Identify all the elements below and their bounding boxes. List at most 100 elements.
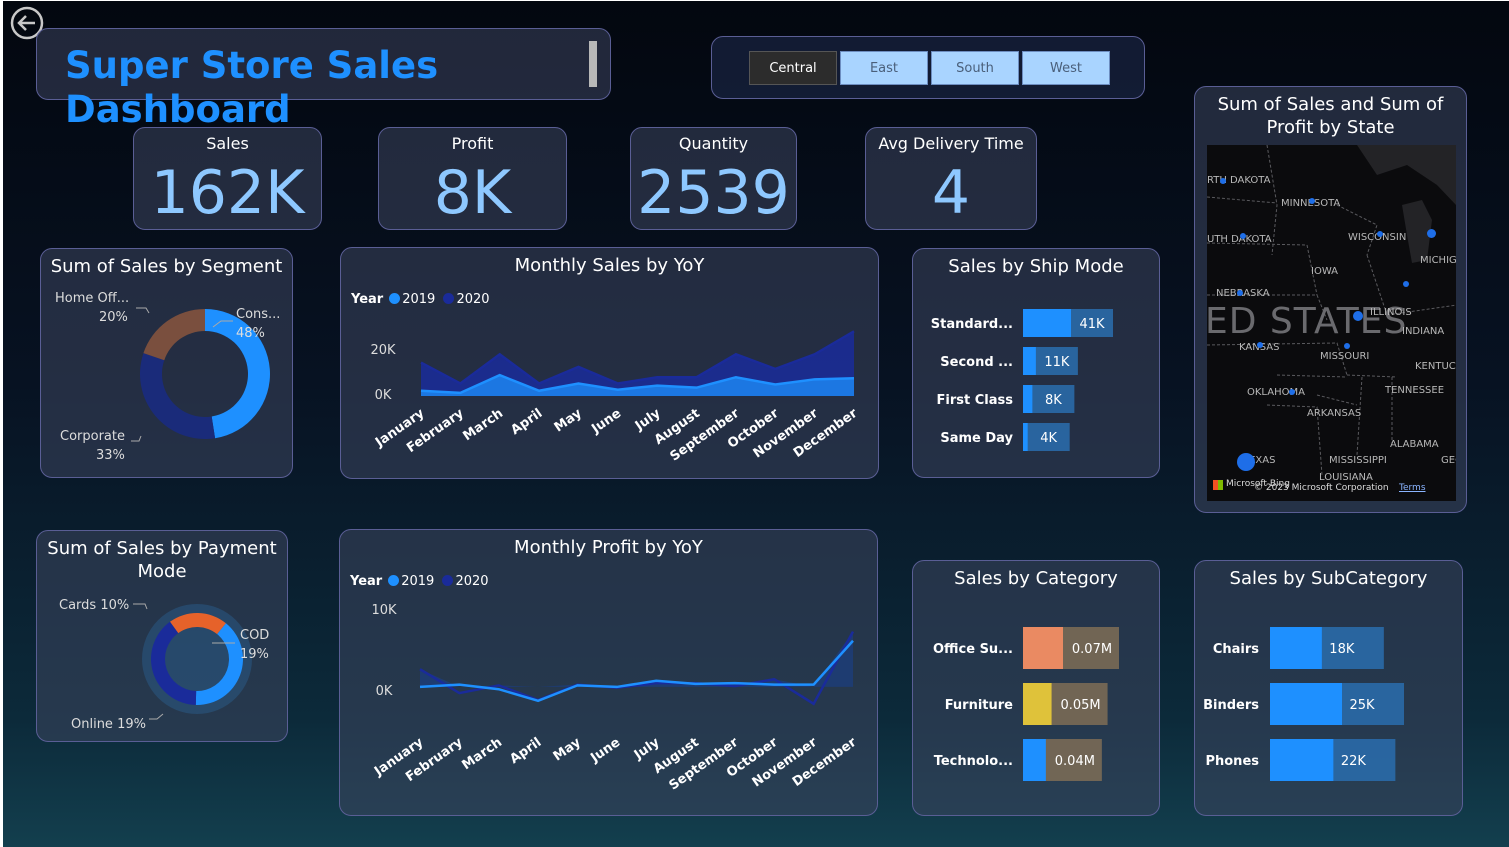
subcategory-card[interactable]: Sales by SubCategory Chairs 18K Binders 25K… [1194, 560, 1463, 816]
kpi-sales-value: 162K [150, 158, 305, 228]
payment-label-cod: COD [240, 628, 269, 643]
map-dot[interactable] [1344, 343, 1350, 349]
y-tick-label: 0K [375, 388, 392, 403]
map-dot[interactable] [1403, 281, 1409, 287]
ship-mode-card[interactable]: Sales by Ship Mode Standard... 41K Second … [912, 248, 1160, 478]
map-state-label: ARKANSAS [1307, 408, 1362, 419]
bar-category-label: Second ... [940, 355, 1013, 370]
x-tick-label: May [551, 735, 584, 765]
bar[interactable] [1270, 739, 1334, 781]
kpi-sales-card: Sales 162K [133, 127, 322, 230]
region-west-button[interactable]: West [1022, 51, 1110, 85]
payment-pct-cod: 19% [240, 647, 269, 662]
bar[interactable] [1270, 683, 1342, 725]
map-state-label: RTH DAKOTA [1207, 175, 1271, 186]
payment-donut-chart[interactable]: Cards 10% COD 19% Online 19% [37, 531, 289, 743]
segment-chart-title: Sum of Sales by Segment [50, 256, 283, 277]
bar-value-label: 4K [1040, 431, 1057, 446]
bar[interactable] [1023, 423, 1028, 451]
kpi-delivery-label: Avg Delivery Time [878, 134, 1024, 153]
bar-value-label: 0.04M [1055, 754, 1095, 769]
bar-category-label: Furniture [945, 698, 1013, 713]
series-area-2019 [421, 375, 854, 396]
map-state-label: UTH DAKOTA [1207, 234, 1272, 245]
legend-2020-dot [443, 293, 455, 304]
bar-value-label: 22K [1341, 754, 1367, 769]
map-dot[interactable] [1309, 198, 1315, 204]
map-dot[interactable] [1237, 290, 1243, 296]
x-tick-label: May [552, 406, 585, 436]
map-dot[interactable] [1257, 342, 1263, 348]
ship-mode-title: Sales by Ship Mode [948, 256, 1124, 277]
bar[interactable] [1023, 739, 1046, 781]
region-south-button[interactable]: South [931, 51, 1019, 85]
payment-slice-cod[interactable] [195, 623, 244, 705]
segment-slice-homeoff[interactable] [143, 309, 205, 361]
map-bing-label: Microsoft Bing [1226, 479, 1290, 489]
map-dot[interactable] [1377, 231, 1383, 237]
bar-category-label: Office Su... [933, 642, 1013, 657]
map-dot[interactable] [1289, 389, 1295, 395]
segment-slice-corporate[interactable] [140, 353, 216, 439]
bar[interactable] [1023, 309, 1071, 337]
monthly-sales-title: Monthly Sales by YoY [514, 255, 705, 276]
map-dot-texas[interactable] [1237, 453, 1255, 471]
legend-2020-dot [442, 575, 454, 586]
legend-2020-label: 2020 [455, 574, 489, 589]
state-map[interactable]: ED STATES RTH DAKOTA MINNESOTA UTH DAKOT… [1207, 145, 1456, 501]
series-line-2019[interactable] [420, 373, 855, 395]
category-card[interactable]: Sales by Category Office Su... 0.07M Furni… [912, 560, 1160, 816]
payment-chart-card[interactable]: Sum of Sales by Payment Mode Cards 10% C… [36, 530, 288, 742]
payment-slice-online[interactable] [151, 621, 197, 705]
map-state-label: MICHIG [1420, 255, 1456, 266]
map-state-label: OKLAHOMA [1247, 387, 1305, 398]
legend-year-title: Year [351, 292, 384, 307]
x-tick-label: June [587, 735, 623, 766]
bar[interactable] [1023, 683, 1052, 725]
bar[interactable] [1023, 347, 1036, 375]
map-dot[interactable] [1427, 229, 1436, 238]
region-east-button[interactable]: East [840, 51, 928, 85]
series-line-2020[interactable] [419, 630, 855, 706]
bar-value-label: 0.05M [1060, 698, 1100, 713]
kpi-profit-card: Profit 8K [378, 127, 567, 230]
map-state-label: ILLINOIS [1370, 307, 1412, 318]
subcategory-bar-chart[interactable]: Chairs 18K Binders 25K Phones 22K [1195, 561, 1464, 817]
bar[interactable] [1023, 627, 1063, 669]
title-cursor [589, 41, 597, 87]
map-dot[interactable] [1353, 311, 1363, 321]
back-button[interactable] [10, 6, 44, 40]
payment-slice-cards[interactable] [169, 613, 226, 635]
map-state-label: ALABAMA [1390, 439, 1439, 450]
segment-label-cons: Cons... [236, 307, 280, 322]
series-line-2020[interactable] [420, 330, 855, 385]
bar[interactable] [1023, 385, 1033, 413]
bar-value-label: 18K [1329, 642, 1355, 657]
monthly-profit-card[interactable]: Monthly Profit by YoY Year 2019 2020 10K 0… [339, 529, 878, 816]
map-dot[interactable] [1240, 233, 1246, 239]
bar-category-label: Chairs [1213, 642, 1259, 657]
monthly-profit-legend: Year 2019 2020 [350, 574, 489, 589]
bar[interactable] [1270, 627, 1322, 669]
monthly-sales-card[interactable]: Monthly Sales by YoY Year 2019 2020 20K 0K… [340, 247, 879, 479]
series-line-2019[interactable] [419, 639, 854, 703]
state-map-card[interactable]: Sum of Sales and Sum of Profit by State … [1194, 86, 1467, 513]
map-state-label: WISCONSIN [1348, 232, 1407, 243]
map-dot[interactable] [1220, 178, 1226, 184]
segment-slice-cons[interactable] [205, 309, 271, 439]
segment-chart-card[interactable]: Sum of Sales by Segment Home Off... 20% … [40, 248, 293, 478]
y-tick-label: 0K [376, 684, 393, 699]
bar-label-bg [1023, 423, 1070, 451]
category-bar-chart[interactable]: Office Su... 0.07M Furniture 0.05M Technolo.… [913, 561, 1161, 817]
region-central-button[interactable]: Central [749, 51, 837, 85]
map-state-label: TENNESSEE [1385, 385, 1445, 396]
payment-chart-title: Sum of Sales by Payment Mode [47, 538, 277, 582]
ship-mode-bar-chart[interactable]: Standard... 41K Second ... 11K First Class 8K… [913, 249, 1161, 479]
segment-donut-chart[interactable]: Home Off... 20% Cons... 48% Corporate 33… [41, 249, 294, 479]
y-tick-label: 10K [371, 603, 397, 618]
map-terms-link[interactable]: Terms [1399, 483, 1426, 493]
x-tick-label: March [460, 406, 506, 444]
map-state-label: MISSISSIPPI [1329, 455, 1387, 466]
